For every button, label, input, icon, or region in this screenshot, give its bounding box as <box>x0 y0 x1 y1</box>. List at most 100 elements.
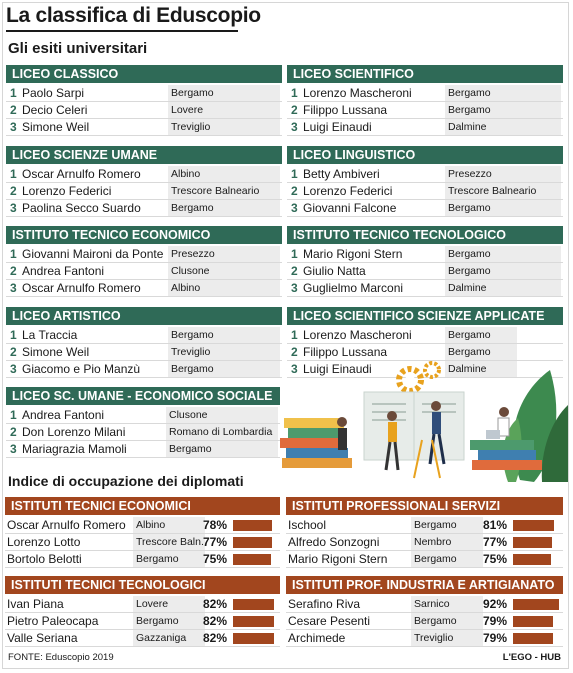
school-city: Nembro <box>411 534 483 550</box>
school-city: Bergamo <box>445 263 561 279</box>
ranking-section-header: LICEO SCIENZE UMANE <box>6 146 282 164</box>
school-name: Cesare Pesenti <box>288 614 371 628</box>
school-city: Treviglio <box>168 119 280 135</box>
ranking-row: 3 Luigi Einaudi Dalmine <box>287 119 563 136</box>
ranking-section-header: LICEO CLASSICO <box>6 65 282 83</box>
rank-number: 2 <box>10 184 17 198</box>
employment-row: Bortolo Belotti Bergamo 75% <box>5 551 280 568</box>
school-name: Lorenzo Lotto <box>7 535 81 549</box>
rank-number: 1 <box>291 86 298 100</box>
rank-number: 1 <box>291 328 298 342</box>
employment-section-header: ISTITUTI PROF. INDUSTRIA E ARTIGIANATO <box>286 576 563 594</box>
rank-number: 1 <box>291 247 298 261</box>
rank-number: 3 <box>10 281 17 295</box>
school-city: Bergamo <box>445 85 561 101</box>
ranking-row: 1 Lorenzo Mascheroni Bergamo <box>287 327 563 344</box>
school-city: Trescore Baln. <box>133 534 205 550</box>
employment-percentage: 78% <box>203 518 228 532</box>
rank-number: 2 <box>291 264 298 278</box>
employment-bar <box>233 599 274 610</box>
ranking-row: 1 Paolo Sarpi Bergamo <box>6 85 282 102</box>
school-city: Dalmine <box>445 119 561 135</box>
employment-bar <box>233 633 274 644</box>
school-name: Ivan Piana <box>7 597 64 611</box>
school-name: Oscar Arnulfo Romero <box>22 167 141 181</box>
rank-number: 3 <box>291 120 298 134</box>
school-city: Sarnico <box>411 596 483 612</box>
school-city: Albino <box>133 517 205 533</box>
employment-percentage: 75% <box>203 552 228 566</box>
employment-row: Valle Seriana Gazzaniga 82% <box>5 630 280 647</box>
school-city: Bergamo <box>445 102 561 118</box>
school-name: Mariagrazia Mamoli <box>22 442 127 456</box>
employment-bar <box>513 554 551 565</box>
school-city: Albino <box>168 166 280 182</box>
employment-row: Serafino Riva Sarnico 92% <box>286 596 563 613</box>
employment-percentage: 79% <box>483 631 508 645</box>
school-name: Lorenzo Federici <box>303 184 393 198</box>
ranking-row: 1 Mario Rigoni Stern Bergamo <box>287 246 563 263</box>
school-name: Decio Celeri <box>22 103 88 117</box>
employment-row: Oscar Arnulfo Romero Albino 78% <box>5 517 280 534</box>
ranking-section-header: ISTITUTO TECNICO TECNOLOGICO <box>287 226 563 244</box>
school-city: Bergamo <box>445 246 561 262</box>
easel-icon <box>413 439 441 479</box>
employment-bar <box>513 616 553 627</box>
page-title: La classifica di Eduscopio <box>6 4 261 27</box>
ranking-row: 2 Filippo Lussana Bergamo <box>287 102 563 119</box>
ranking-row: 3 Giovanni Falcone Bergamo <box>287 200 563 217</box>
school-name: Luigi Einaudi <box>303 362 372 376</box>
school-city: Bergamo <box>411 517 483 533</box>
school-city: Lovere <box>133 596 205 612</box>
ranking-section-header: LICEO SCIENTIFICO SCIENZE APPLICATE <box>287 307 563 325</box>
school-city: Treviglio <box>411 630 483 646</box>
ranking-row: 2 Simone Weil Treviglio <box>6 344 282 361</box>
employment-bar <box>233 554 271 565</box>
employment-bar <box>513 520 554 531</box>
employment-percentage: 82% <box>203 614 228 628</box>
school-city: Clusone <box>166 407 278 423</box>
ranking-row: 3 Giacomo e Pio Manzù Bergamo <box>6 361 282 378</box>
ranking-row: 1 Lorenzo Mascheroni Bergamo <box>287 85 563 102</box>
rank-number: 2 <box>291 345 298 359</box>
ranking-row: 1 Andrea Fantoni Clusone <box>6 407 280 424</box>
rank-number: 3 <box>10 362 17 376</box>
employment-bar <box>513 537 552 548</box>
school-name: Alfredo Sonzogni <box>288 535 380 549</box>
rank-number: 1 <box>10 86 17 100</box>
school-city: Bergamo <box>133 613 205 629</box>
ranking-row: 3 Paolina Secco Suardo Bergamo <box>6 200 282 217</box>
school-city: Romano di Lombardia <box>166 424 278 440</box>
school-name: Luigi Einaudi <box>303 120 372 134</box>
school-city: Trescore Balneario <box>168 183 280 199</box>
school-city: Gazzaniga <box>133 630 205 646</box>
employment-percentage: 92% <box>483 597 508 611</box>
school-city: Albino <box>168 280 280 296</box>
school-name: Oscar Arnulfo Romero <box>7 518 126 532</box>
school-name: Giovanni Falcone <box>303 201 397 215</box>
ranking-row: 2 Decio Celeri Lovere <box>6 102 282 119</box>
employment-section-header: ISTITUTI PROFESSIONALI SERVIZI <box>286 497 563 515</box>
school-name: Filippo Lussana <box>303 345 388 359</box>
school-name: Serafino Riva <box>288 597 361 611</box>
rank-number: 2 <box>10 103 17 117</box>
rank-number: 2 <box>291 184 298 198</box>
ranking-row: 1 La Traccia Bergamo <box>6 327 282 344</box>
school-city: Dalmine <box>445 361 517 377</box>
ranking-row: 1 Oscar Arnulfo Romero Albino <box>6 166 282 183</box>
employment-row: Mario Rigoni Stern Bergamo 75% <box>286 551 563 568</box>
employment-row: Ischool Bergamo 81% <box>286 517 563 534</box>
rank-number: 3 <box>291 362 298 376</box>
school-name: Giovanni Maironi da Ponte <box>22 247 164 261</box>
school-city: Bergamo <box>445 344 517 360</box>
ranking-section-header: LICEO ARTISTICO <box>6 307 282 325</box>
employment-percentage: 77% <box>483 535 508 549</box>
school-city: Bergamo <box>411 613 483 629</box>
school-name: Paolina Secco Suardo <box>22 201 141 215</box>
section-subtitle: Gli esiti universitari <box>8 40 148 57</box>
ranking-section-header: ISTITUTO TECNICO ECONOMICO <box>6 226 282 244</box>
school-name: Mario Rigoni Stern <box>288 552 388 566</box>
school-city: Treviglio <box>168 344 280 360</box>
ranking-row: 2 Filippo Lussana Bergamo <box>287 344 563 361</box>
ranking-row: 2 Lorenzo Federici Trescore Balneario <box>6 183 282 200</box>
